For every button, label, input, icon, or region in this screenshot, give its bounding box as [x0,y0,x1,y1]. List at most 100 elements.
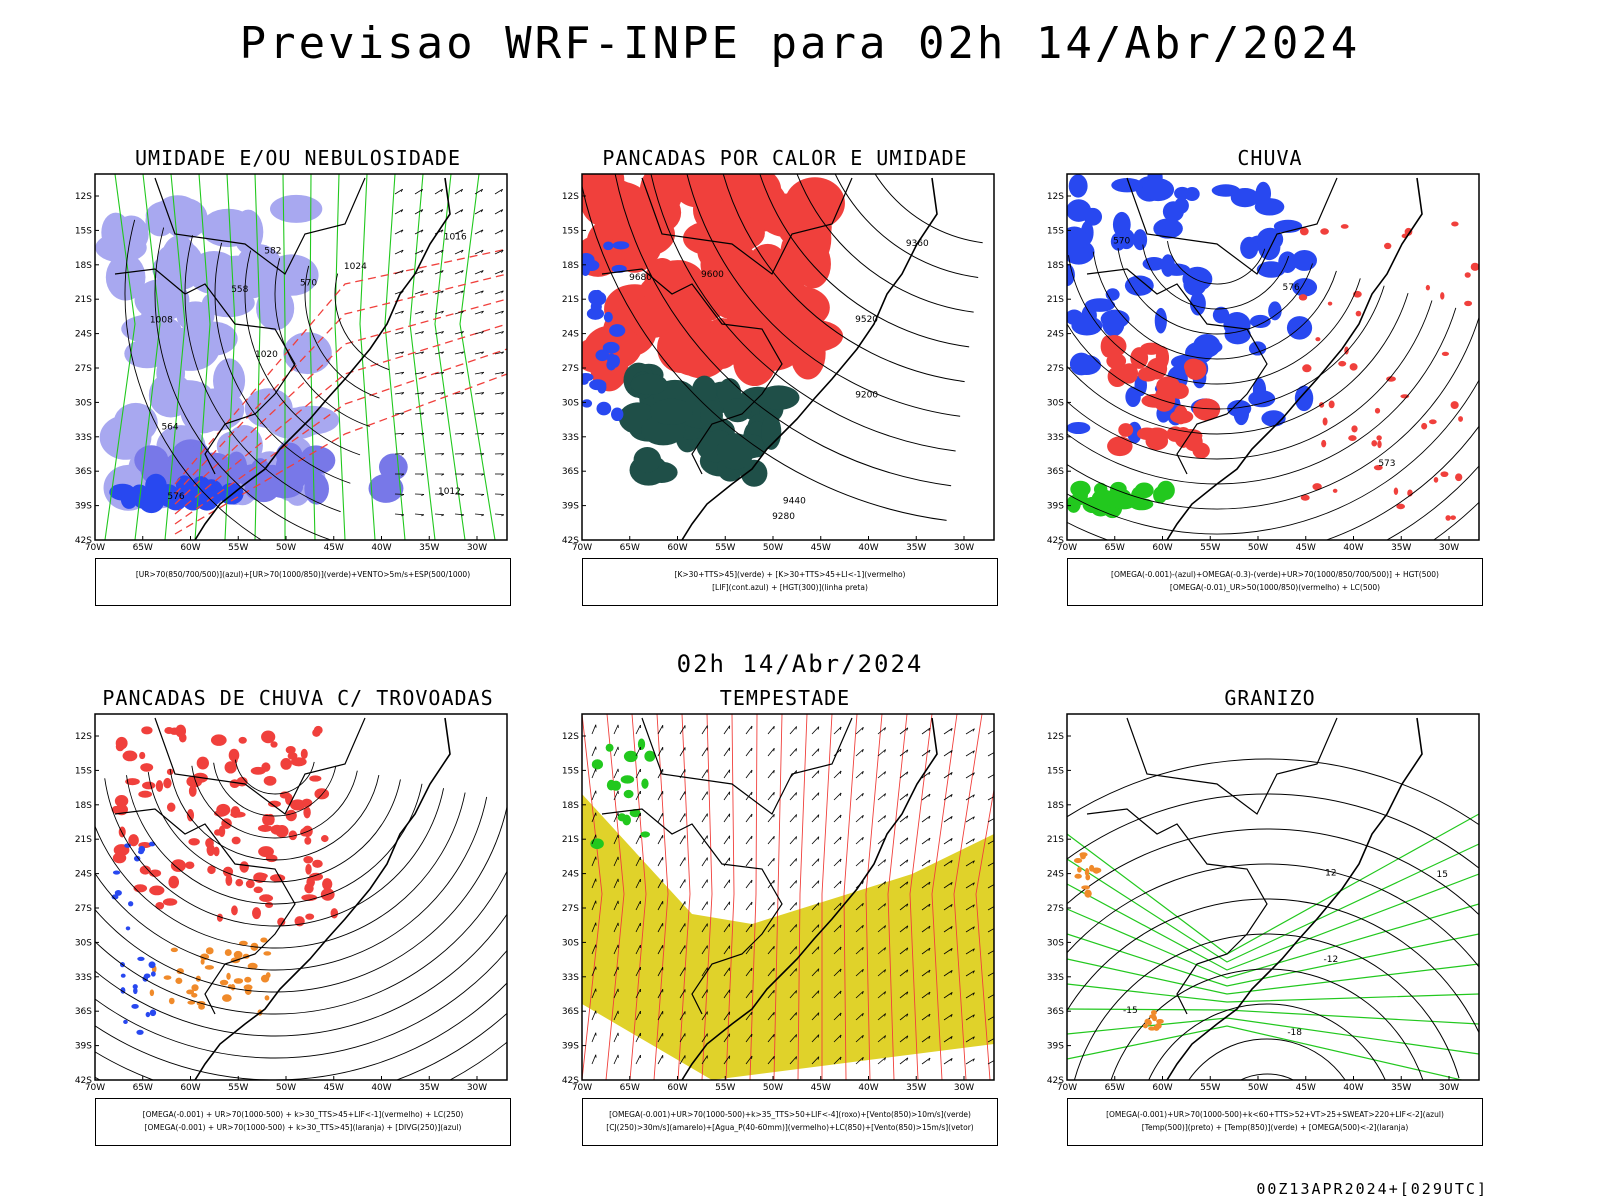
wind-area-green [637,738,646,750]
wind-vector [461,514,465,517]
wind-vector [899,1057,909,1065]
wind-vector [474,270,484,275]
wind-vector [839,946,842,950]
rain-speckle-red [1450,401,1459,410]
lon-tick-label: 50W [1248,543,1268,553]
wind-vector [899,1035,909,1043]
lif-contour-blue [611,407,624,422]
omega-area-blue [1160,254,1175,277]
wind-vector [833,836,842,845]
streamline [169,768,380,861]
map-layer: -12 -15 -18 12 15 [1067,717,1479,1080]
wind-vector [494,392,504,395]
convection-area-green [630,373,668,395]
wind-vector [950,926,953,930]
storm-area-red [293,800,302,808]
wind-vector [613,768,619,779]
wind-vector [613,812,619,823]
wind-vector [657,967,664,977]
wind-vector [421,473,425,476]
lif-contour-blue [595,349,610,362]
isobar [304,265,380,399]
lat-tick-label: 12S [1047,192,1064,202]
wind-vector [839,814,842,818]
temp500-black [1110,968,1424,1080]
rain-speckle-red [1371,440,1378,447]
lif-contour-blue [582,376,589,385]
convection-area-red [582,174,625,205]
wind-vector [657,945,664,955]
convection-area-green [740,459,768,487]
storm-area-red [330,908,339,919]
omega-area-blue [1067,263,1075,287]
wind-vector [434,331,444,335]
wind-vector [950,816,953,820]
state-border [1126,717,1338,815]
rain-speckle-red [1338,360,1347,367]
wind-vector [884,947,886,951]
wind-vector [441,473,445,476]
humidity-contour-green [282,174,286,540]
temp500-black [1067,898,1479,1034]
rain-speckle-red [1464,272,1471,278]
wind-vector [461,310,464,314]
wind-vector [635,900,641,911]
wind-vector [494,209,504,215]
contour-label: 9440 [783,496,806,506]
wind-vector [679,835,686,845]
wind-vector [921,837,931,845]
omega-area-orange [1156,1018,1164,1024]
lat-tick-label: 18S [1047,801,1064,811]
omega-area-orange [1084,868,1090,877]
wind-vector [591,724,597,735]
storm-area-red [115,736,128,750]
wind-vector [943,838,953,845]
storm-area-orange [175,977,183,984]
lat-tick-label: 39S [562,1042,579,1052]
wind-vector [877,925,886,933]
wind-vector [400,209,404,213]
rain-speckle-red [1377,440,1382,449]
omega-area-blue [1240,236,1259,260]
temp850-green [1067,873,1479,971]
wind-vector [950,728,953,732]
wind-vector [400,189,403,193]
contour-label: 570 [300,278,317,288]
storm-area-orange [186,989,195,995]
lat-tick-label: 18S [75,261,92,271]
precipitable-water-red [629,714,647,1080]
wind-vector [773,836,775,840]
convection-area-green [757,385,800,410]
lif-contour-blue [596,401,612,416]
wind-vector [972,904,975,908]
wind-vector [401,432,405,436]
state-border [641,177,853,275]
storm-area-red [314,788,330,800]
lat-tick-label: 24S [75,870,92,880]
wind-vector [421,412,425,415]
wind-vector [701,725,708,735]
wind-vector [789,990,797,999]
wind-vector [454,188,463,195]
lat-tick-label: 33S [75,973,92,983]
rain-speckle-red [1400,394,1410,399]
wind-vector [723,769,731,779]
wind-vector [701,967,708,977]
height-contour [1092,251,1337,360]
wind-vector [657,835,664,845]
storm-area-red [188,838,200,846]
wind-vector [723,1055,731,1065]
wind-vector [679,791,686,801]
wind-vector [862,1057,864,1061]
height-contour [1067,379,1479,535]
rain-speckle-red [1340,224,1349,229]
wind-vector [811,924,820,933]
wind-vector [943,750,953,757]
omega-area-blue [1278,251,1297,273]
lif-contour-blue [603,311,613,323]
wind-vector [434,412,444,415]
convection-area-red [674,331,729,379]
storm-area-red [309,775,322,782]
wind-vector [591,878,597,889]
wind-vector [434,371,444,375]
